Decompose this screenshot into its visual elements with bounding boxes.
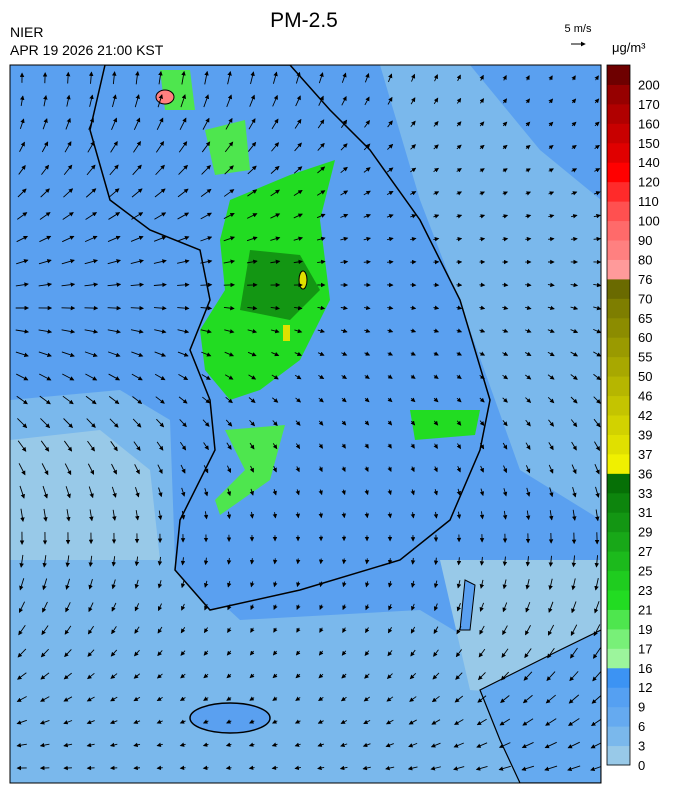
colorbar-label: 23 [638, 583, 652, 598]
title: PM-2.5 [270, 9, 338, 32]
colorbar-label: 37 [638, 447, 652, 462]
hotspot [299, 271, 307, 289]
wind-arrow [390, 558, 391, 564]
colorbar-label: 16 [638, 661, 652, 676]
colorbar-segment [607, 493, 630, 513]
colorbar-label: 65 [638, 311, 652, 326]
colorbar-segment [607, 376, 630, 396]
colorbar-segment [607, 337, 630, 357]
colorbar-segment [607, 65, 630, 85]
colorbar-label: 50 [638, 369, 652, 384]
colorbar-label: 90 [638, 233, 652, 248]
colorbar-segment [607, 648, 630, 668]
unit: μg/m³ [612, 40, 646, 55]
hotspot [156, 90, 174, 104]
wind-arrow [298, 558, 299, 563]
colorbar-label: 160 [638, 116, 660, 131]
colorbar: 0369121617192123252729313336373942465055… [607, 65, 660, 773]
wind-arrow [200, 285, 211, 286]
colorbar-segment [607, 162, 630, 182]
colorbar-segment [607, 84, 630, 104]
colorbar-label: 100 [638, 214, 660, 229]
colorbar-label: 70 [638, 291, 652, 306]
colorbar-segment [607, 454, 630, 474]
colorbar-label: 140 [638, 155, 660, 170]
colorbar-label: 31 [638, 505, 652, 520]
wind-arrow [367, 558, 368, 563]
colorbar-label: 19 [638, 622, 652, 637]
colorbar-segment [607, 201, 630, 221]
colorbar-label: 110 [638, 194, 659, 209]
colorbar-segment [607, 357, 630, 377]
colorbar-label: 170 [638, 97, 660, 112]
colorbar-segment [607, 143, 630, 163]
colorbar-label: 27 [638, 544, 652, 559]
wind-arrow [134, 768, 140, 769]
colorbar-label: 21 [638, 602, 652, 617]
colorbar-label: 6 [638, 719, 645, 734]
colorbar-label: 36 [638, 466, 652, 481]
colorbar-label: 55 [638, 350, 652, 365]
colorbar-label: 3 [638, 739, 645, 754]
colorbar-label: 42 [638, 408, 652, 423]
wind-arrow [157, 768, 162, 769]
colorbar-segment [607, 687, 630, 707]
colorbar-segment [607, 298, 630, 318]
colorbar-segment [607, 726, 630, 746]
wind-arrow [502, 285, 507, 286]
wind-arrow [344, 558, 345, 563]
colorbar-segment [607, 123, 630, 143]
colorbar-segment [607, 396, 630, 416]
hotspot [283, 325, 290, 341]
colorbar-label: 25 [638, 564, 652, 579]
colorbar-label: 200 [638, 77, 660, 92]
colorbar-segment [607, 590, 630, 610]
colorbar-segment [607, 629, 630, 649]
colorbar-segment [607, 434, 630, 454]
colorbar-label: 120 [638, 175, 660, 190]
colorbar-segment [607, 240, 630, 260]
colorbar-segment [607, 512, 630, 532]
colorbar-label: 33 [638, 486, 652, 501]
colorbar-segment [607, 707, 630, 727]
colorbar-segment [607, 182, 630, 202]
colorbar-label: 150 [638, 136, 660, 151]
colorbar-segment [607, 473, 630, 493]
colorbar-segment [607, 318, 630, 338]
colorbar-label: 60 [638, 330, 652, 345]
colorbar-label: 0 [638, 758, 645, 773]
colorbar-segment [607, 221, 630, 241]
colorbar-segment [607, 532, 630, 552]
wind-arrow [108, 308, 121, 309]
colorbar-segment [607, 415, 630, 435]
colorbar-segment [607, 104, 630, 124]
wind-scale-label: 5 m/s [565, 23, 592, 35]
colorbar-label: 46 [638, 389, 652, 404]
colorbar-label: 29 [638, 525, 652, 540]
colorbar-segment [607, 551, 630, 571]
colorbar-label: 76 [638, 272, 652, 287]
wind-arrow [204, 768, 209, 769]
colorbar-segment [607, 668, 630, 688]
wind-arrow [387, 262, 393, 263]
colorbar-label: 17 [638, 641, 652, 656]
colorbar-segment [607, 746, 630, 766]
colorbar-label: 9 [638, 700, 645, 715]
colorbar-segment [607, 571, 630, 591]
source: NIER [10, 24, 43, 40]
wind-arrow [180, 768, 185, 769]
jeju-island [190, 703, 270, 733]
colorbar-label: 80 [638, 252, 652, 267]
colorbar-segment [607, 259, 630, 279]
colorbar-label: 12 [638, 680, 652, 695]
wind-arrow [321, 559, 322, 564]
colorbar-label: 39 [638, 427, 652, 442]
datetime: APR 19 2026 21:00 KST [10, 42, 164, 58]
map-area [10, 65, 603, 783]
colorbar-segment [607, 609, 630, 629]
colorbar-segment [607, 279, 630, 299]
